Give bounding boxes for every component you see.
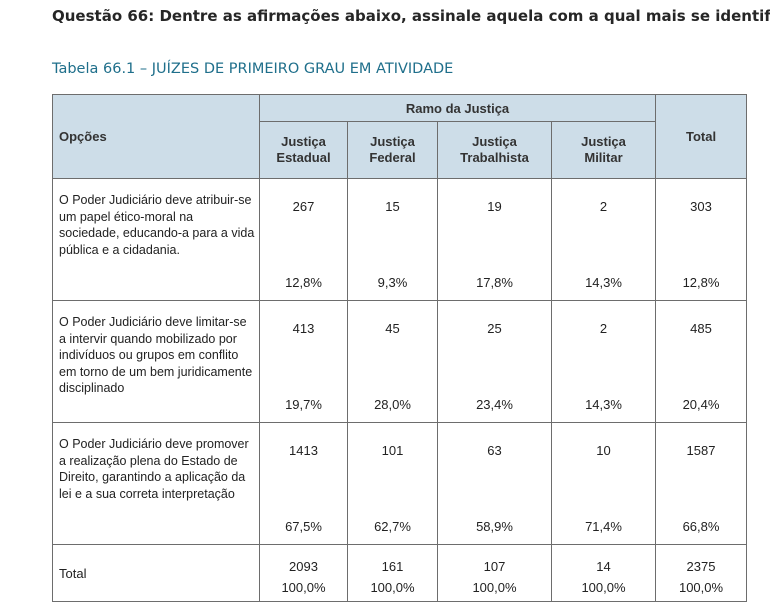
percent-value: 19,7% — [285, 397, 322, 412]
total-count: 14 — [596, 559, 611, 574]
value-cell: 15 9,3% — [347, 178, 438, 301]
table-row: O Poder Judiciário deve atribuir-se um p… — [52, 178, 748, 301]
header-col-federal: Justiça Federal — [347, 121, 438, 179]
count-value: 101 — [381, 443, 404, 458]
count-value: 63 — [487, 443, 502, 458]
total-count: 161 — [381, 559, 404, 574]
value-cell: 10 71,4% — [550, 422, 657, 545]
header-col-trabalhista: Justiça Trabalhista — [437, 121, 552, 179]
count-value: 2 — [599, 199, 608, 214]
value-cell: 45 28,0% — [347, 300, 438, 423]
value-cell: 413 19,7% — [259, 300, 348, 423]
total-row: Total 2093 100,0% 161 100,0% 107 100,0% 14 100,0… — [52, 544, 748, 602]
count-value: 15 — [385, 199, 400, 214]
value-cell: 2 14,3% — [550, 178, 657, 301]
count-value: 1587 — [686, 443, 716, 458]
value-cell: 2 14,3% — [550, 300, 657, 423]
percent-value: 71,4% — [585, 519, 622, 534]
option-text: O Poder Judiciário deve promover a reali… — [52, 422, 260, 545]
total-percent: 100,0% — [370, 580, 415, 595]
total-cell: 14 100,0% — [550, 544, 657, 602]
total-count: 2375 — [686, 559, 716, 574]
header-total: Total — [655, 94, 748, 179]
percent-value: 17,8% — [476, 275, 513, 290]
percent-value: 62,7% — [374, 519, 411, 534]
total-label: Total — [52, 544, 260, 602]
total-percent: 100,0% — [678, 580, 724, 595]
value-cell: 485 20,4% — [655, 300, 748, 423]
percent-value: 12,8% — [285, 275, 322, 290]
percent-value: 12,8% — [682, 275, 720, 290]
value-cell: 1587 66,8% — [655, 422, 748, 545]
value-cell: 303 12,8% — [655, 178, 748, 301]
percent-value: 67,5% — [285, 519, 322, 534]
table-row: O Poder Judiciário deve promover a reali… — [52, 422, 748, 545]
header-col-militar: Justiça Militar — [550, 121, 657, 179]
count-value: 303 — [690, 199, 712, 214]
percent-value: 14,3% — [585, 397, 622, 412]
percent-value: 9,3% — [377, 275, 408, 290]
total-percent: 100,0% — [581, 580, 626, 595]
percent-value: 20,4% — [682, 397, 720, 412]
header-ramo: Ramo da Justiça — [258, 94, 657, 122]
count-value: 45 — [385, 321, 400, 336]
percent-value: 14,3% — [585, 275, 622, 290]
count-value: 2 — [599, 321, 608, 336]
option-text: O Poder Judiciário deve atribuir-se um p… — [52, 178, 260, 301]
value-cell: 1413 67,5% — [259, 422, 348, 545]
value-cell: 101 62,7% — [347, 422, 438, 545]
count-value: 1413 — [289, 443, 318, 458]
total-percent: 100,0% — [472, 580, 517, 595]
table-row: O Poder Judiciário deve limitar-se a int… — [52, 300, 748, 423]
question-title: Questão 66: Dentre as afirmações abaixo,… — [52, 7, 770, 25]
count-value: 413 — [292, 321, 315, 336]
total-cell: 107 100,0% — [437, 544, 552, 602]
percent-value: 28,0% — [374, 397, 411, 412]
value-cell: 267 12,8% — [259, 178, 348, 301]
count-value: 10 — [596, 443, 611, 458]
percent-value: 66,8% — [682, 519, 720, 534]
total-count: 107 — [483, 559, 506, 574]
percent-value: 58,9% — [476, 519, 513, 534]
header-opcoes: Opções — [52, 94, 260, 179]
value-cell: 25 23,4% — [437, 300, 552, 423]
total-count: 2093 — [289, 559, 318, 574]
total-cell: 2375 100,0% — [655, 544, 748, 602]
count-value: 19 — [487, 199, 502, 214]
count-value: 25 — [487, 321, 502, 336]
total-cell: 2093 100,0% — [259, 544, 348, 602]
total-percent: 100,0% — [281, 580, 326, 595]
table-caption: Tabela 66.1 – JUÍZES DE PRIMEIRO GRAU EM… — [52, 61, 454, 77]
count-value: 485 — [690, 321, 712, 336]
count-value: 267 — [292, 199, 315, 214]
option-text: O Poder Judiciário deve limitar-se a int… — [52, 300, 260, 423]
results-table: Opções Ramo da Justiça Total Justiça Esta… — [52, 94, 748, 602]
value-cell: 63 58,9% — [437, 422, 552, 545]
total-cell: 161 100,0% — [347, 544, 438, 602]
header-col-estadual: Justiça Estadual — [259, 121, 348, 179]
percent-value: 23,4% — [476, 397, 513, 412]
value-cell: 19 17,8% — [437, 178, 552, 301]
